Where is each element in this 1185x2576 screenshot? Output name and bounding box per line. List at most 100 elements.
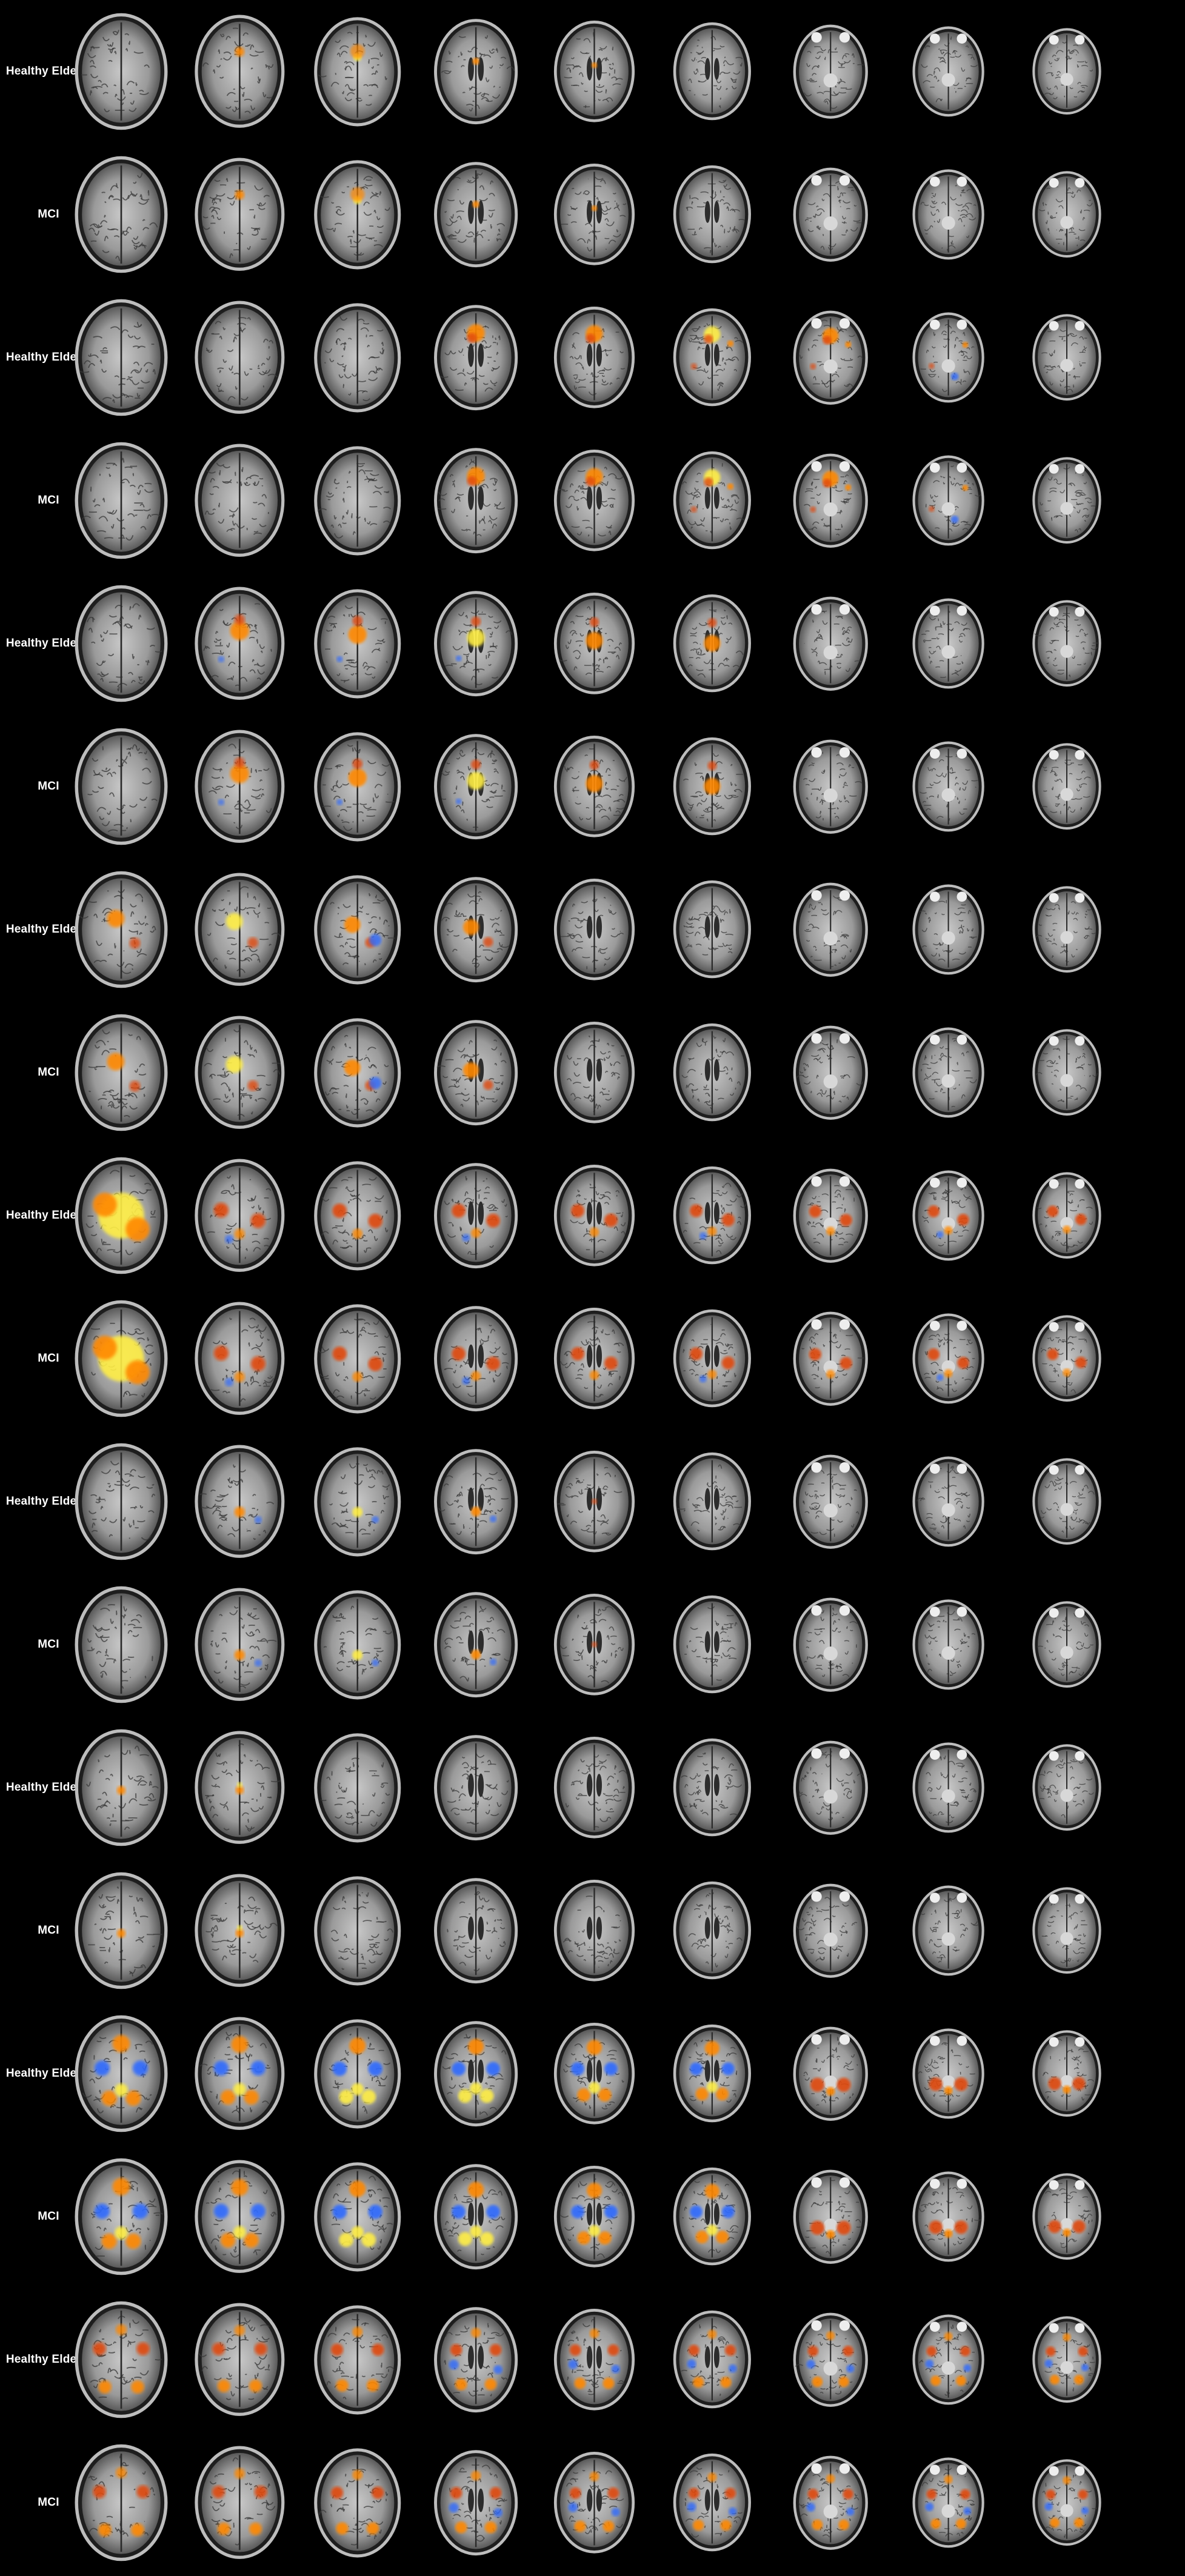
- brain-slice-image: [552, 1306, 637, 1411]
- brain-slice-image: [791, 2454, 870, 2552]
- brain-slice-image: [791, 2168, 870, 2266]
- brain-slice-image: [552, 1163, 637, 1268]
- brain-slice-image: [312, 1016, 404, 1130]
- brain-slice-image: [910, 2313, 986, 2406]
- group-label: Healthy Elderly: [5, 1495, 92, 1508]
- slice-row: MCI: [0, 1859, 1185, 2002]
- slice-row: Healthy Elderly: [0, 0, 1185, 143]
- group-label: Healthy Elderly: [5, 923, 92, 936]
- brain-slice-image: [910, 2027, 986, 2120]
- brain-slice-image: [671, 2023, 753, 2124]
- slice-row: MCI: [0, 2145, 1185, 2288]
- brain-slice-image: [192, 1157, 287, 1274]
- brain-slice-image: [910, 25, 986, 118]
- brain-slice-image: [552, 1449, 637, 1554]
- slice-row: Healthy Elderly: [0, 1144, 1185, 1287]
- brain-slice-image: [192, 299, 287, 416]
- brain-slice-image: [671, 2309, 753, 2410]
- brain-slice-image: [671, 1165, 753, 1266]
- brain-slice-image: [432, 1304, 520, 1413]
- brain-slice-image: [1030, 1314, 1103, 1403]
- brain-slice-image: [192, 1443, 287, 1560]
- brain-slice-image: [1030, 742, 1103, 831]
- group-label: Healthy Elderly: [5, 65, 92, 78]
- brain-slice-image: [791, 309, 870, 407]
- brain-slice-image: [72, 1727, 170, 1848]
- brain-slice-image: [552, 1592, 637, 1697]
- brain-slice-image: [192, 1300, 287, 1417]
- brain-slice-image: [671, 1880, 753, 1981]
- brain-slice-image: [192, 728, 287, 845]
- brain-slice-image: [1030, 1457, 1103, 1546]
- slice-row: Healthy Elderly: [0, 858, 1185, 1001]
- group-label: Healthy Elderly: [5, 1209, 92, 1222]
- brain-slice-image: [432, 589, 520, 698]
- brain-slice-image: [432, 732, 520, 841]
- brain-slice-image: [312, 1588, 404, 1702]
- brain-slice-image: [552, 2021, 637, 2126]
- brain-slice-image: [312, 2446, 404, 2560]
- brain-slice-image: [432, 1161, 520, 1270]
- brain-slice-image: [312, 444, 404, 557]
- brain-slice-image: [671, 2452, 753, 2553]
- brain-slice-image: [312, 873, 404, 987]
- brain-slice-image: [192, 2301, 287, 2418]
- group-label: Healthy Elderly: [5, 2067, 92, 2080]
- brain-slice-image: [791, 1167, 870, 1265]
- brain-slice-image: [72, 1298, 170, 1419]
- brain-slice-image: [910, 2456, 986, 2549]
- brain-slice-image: [910, 597, 986, 690]
- brain-slice-image: [552, 1735, 637, 1840]
- brain-slice-image: [192, 13, 287, 130]
- brain-slice-image: [1030, 2172, 1103, 2261]
- brain-slice-image: [671, 450, 753, 551]
- brain-slice-image: [192, 1872, 287, 1989]
- brain-slice-image: [72, 1012, 170, 1133]
- brain-slice-image: [671, 736, 753, 837]
- brain-slice-image: [312, 587, 404, 701]
- brain-slice-image: [910, 1884, 986, 1977]
- brain-slice-image: [671, 21, 753, 122]
- slice-row: MCI: [0, 143, 1185, 286]
- brain-slice-image: [1030, 170, 1103, 259]
- brain-slice-image: [72, 154, 170, 275]
- brain-slice-image: [791, 1453, 870, 1551]
- brain-slice-image: [910, 454, 986, 547]
- brain-slice-image: [312, 2017, 404, 2131]
- brain-slice-image: [791, 881, 870, 979]
- brain-slice-image: [432, 2162, 520, 2271]
- brain-slice-image: [791, 1882, 870, 1980]
- group-label: Healthy Elderly: [5, 637, 92, 650]
- brain-slice-image: [910, 883, 986, 976]
- brain-slice-image: [1030, 27, 1103, 116]
- brain-slice-image: [192, 1014, 287, 1131]
- brain-slice-image: [192, 1729, 287, 1846]
- slice-row: Healthy Elderly: [0, 2002, 1185, 2145]
- brain-slice-image: [552, 1020, 637, 1125]
- brain-slice-image: [192, 2015, 287, 2132]
- brain-slice-image: [791, 595, 870, 693]
- brain-slice-image: [432, 303, 520, 412]
- brain-slice-image: [312, 1445, 404, 1559]
- brain-slice-image: [552, 19, 637, 124]
- group-label: MCI: [38, 1352, 59, 1365]
- brain-slice-image: [72, 583, 170, 704]
- group-label: Healthy Elderly: [5, 1781, 92, 1794]
- slice-row: Healthy Elderly: [0, 1430, 1185, 1573]
- brain-slice-image: [1030, 1600, 1103, 1689]
- brain-slice-image: [312, 1159, 404, 1273]
- brain-slice-image: [552, 1878, 637, 1983]
- brain-slice-image: [791, 1739, 870, 1837]
- slice-row: MCI: [0, 715, 1185, 858]
- brain-slice-image: [72, 440, 170, 561]
- brain-slice-image: [1030, 1171, 1103, 1260]
- brain-slice-image: [552, 734, 637, 839]
- brain-slice-image: [432, 2305, 520, 2414]
- brain-slice-image: [671, 593, 753, 694]
- group-label: MCI: [38, 1638, 59, 1651]
- brain-slice-image: [671, 307, 753, 408]
- group-label: MCI: [38, 2210, 59, 2223]
- brain-slice-image: [552, 877, 637, 982]
- brain-slice-image: [432, 1876, 520, 1985]
